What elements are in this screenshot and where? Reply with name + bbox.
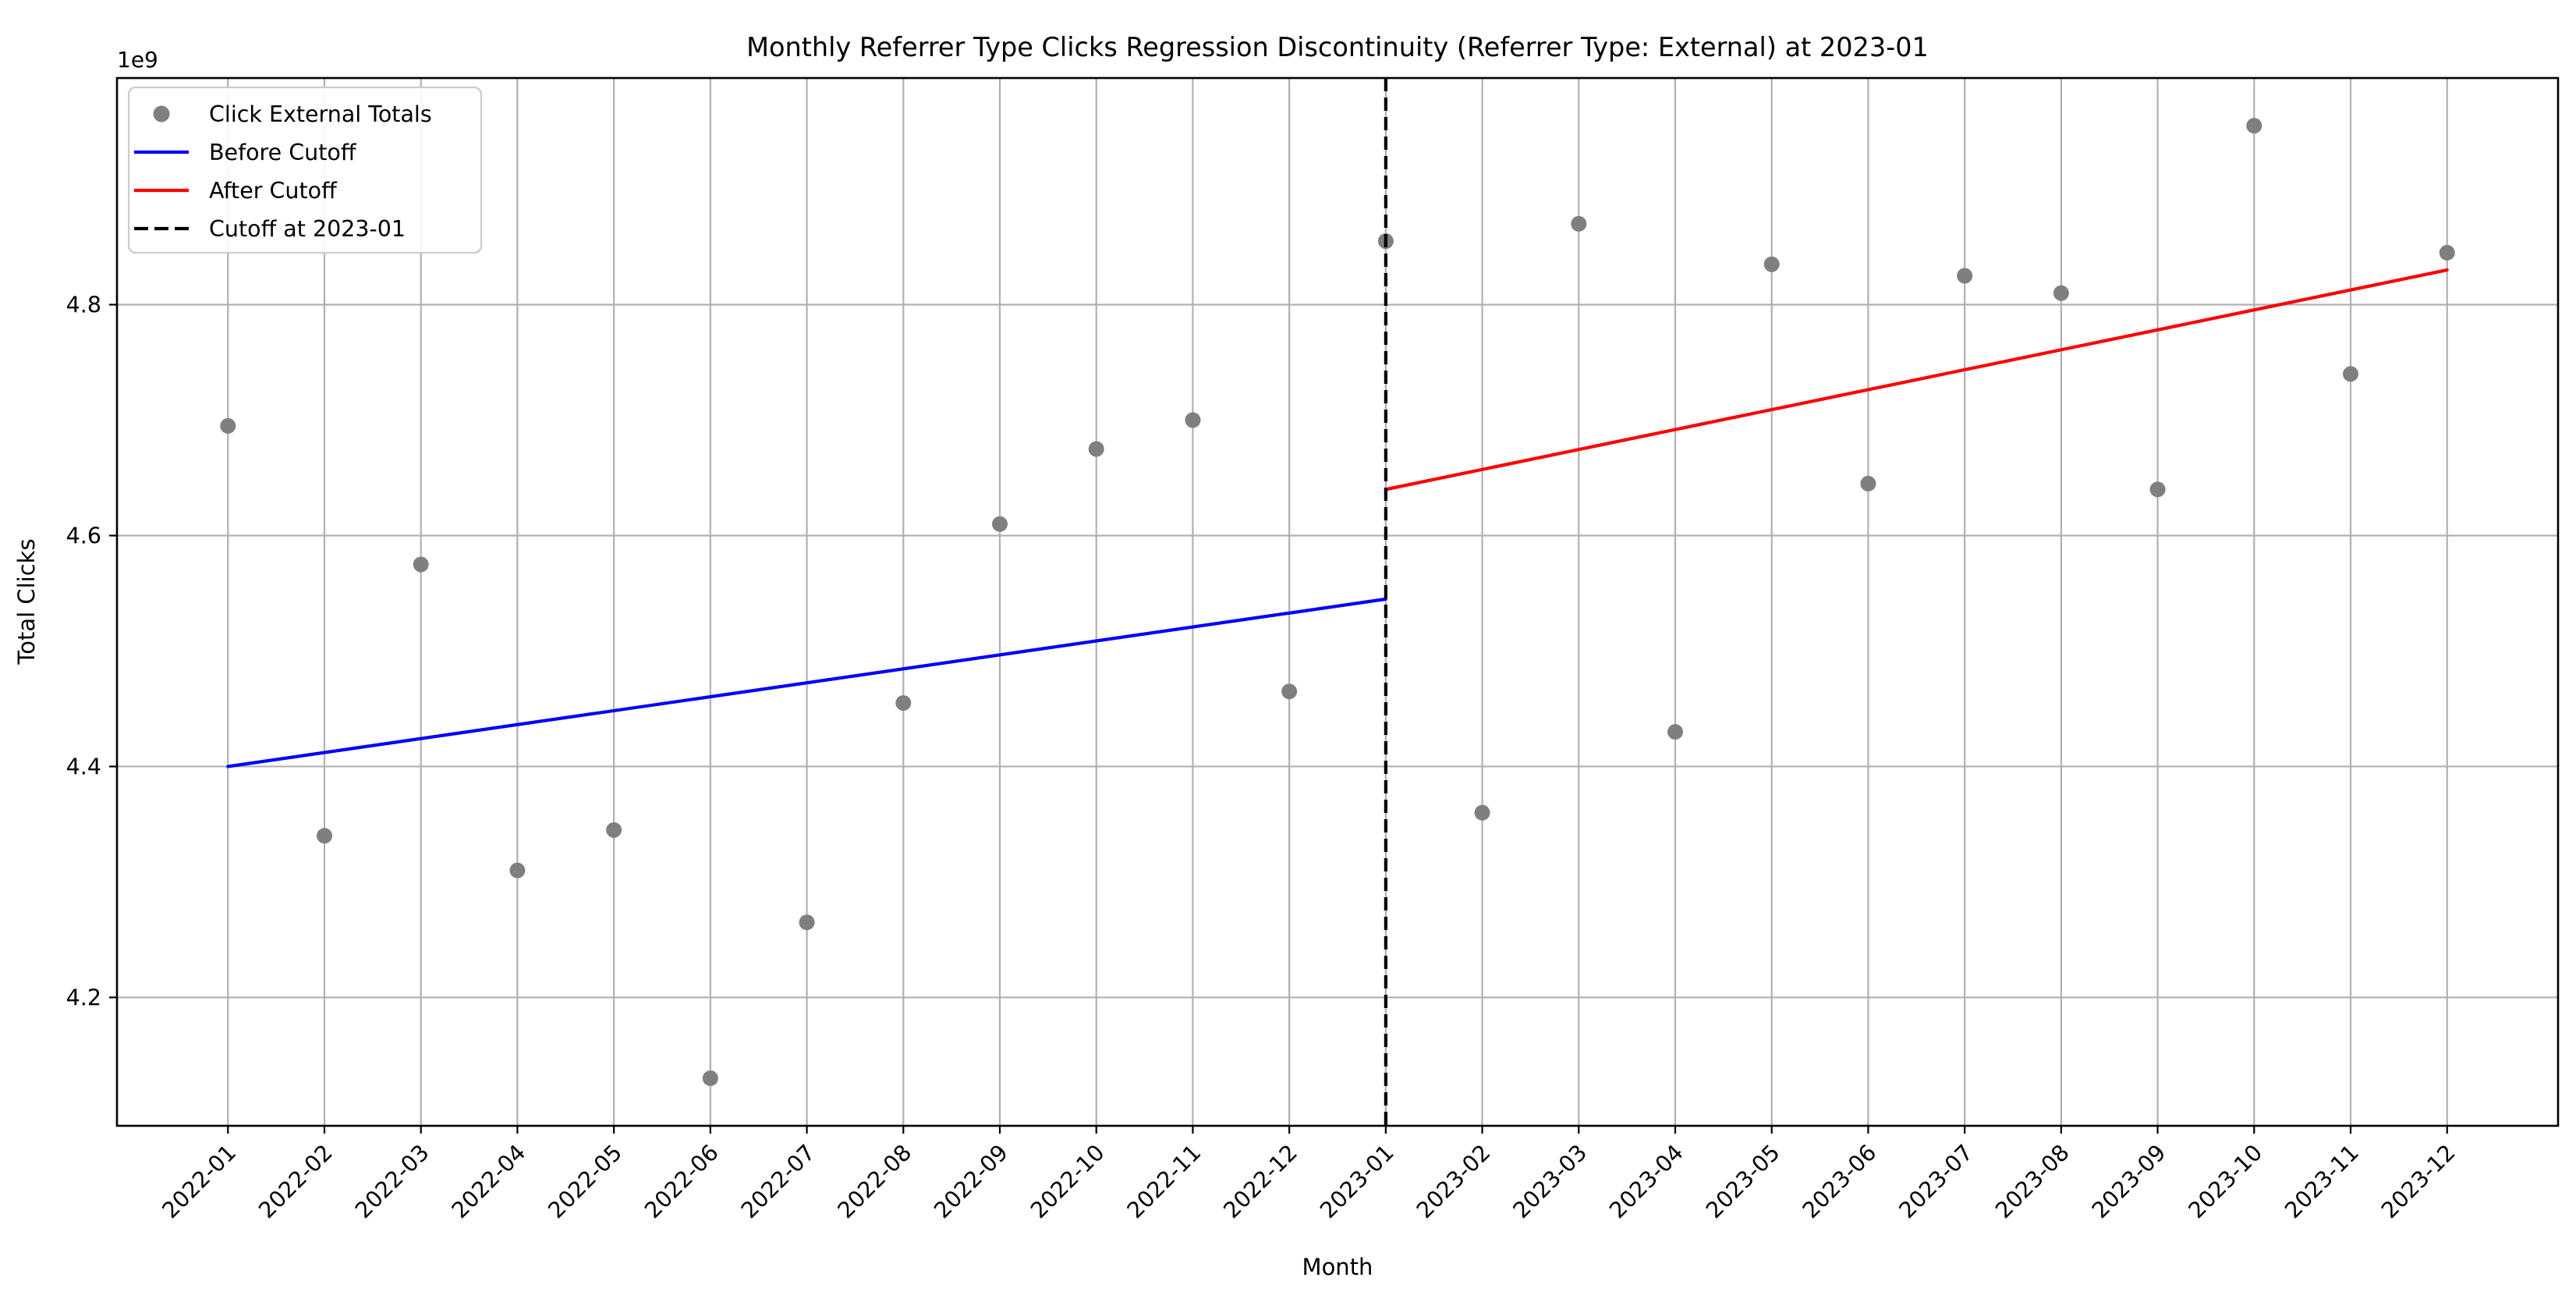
- x-tick-label: 2022-02: [253, 1140, 338, 1224]
- legend-label-cutoff: Cutoff at 2023-01: [209, 216, 406, 242]
- scatter-point: [1474, 804, 1490, 821]
- x-tick-label: 2022-03: [350, 1140, 434, 1224]
- x-tick-label: 2023-01: [1315, 1140, 1399, 1224]
- scatter-point: [991, 516, 1008, 532]
- scatter-point: [2343, 366, 2359, 382]
- x-tick-label: 2023-06: [1798, 1140, 1882, 1224]
- legend-swatch-click-external-totals: [153, 105, 170, 122]
- y-axis-label: Total Clicks: [13, 538, 40, 665]
- series-layer: [220, 78, 2455, 1126]
- x-tick-label: 2023-08: [1990, 1140, 2075, 1224]
- scatter-point: [895, 695, 912, 712]
- scatter-point: [1281, 683, 1298, 700]
- scatter-point: [2439, 244, 2455, 261]
- grid-layer: [117, 78, 2558, 1126]
- scatter-point: [413, 556, 429, 573]
- x-tick-label: 2022-09: [929, 1140, 1013, 1224]
- y-tick-label: 4.6: [66, 523, 101, 548]
- legend-label-before-cutoff: Before Cutoff: [209, 140, 357, 165]
- scatter-point: [2246, 118, 2262, 134]
- scatter-point: [1185, 412, 1201, 428]
- x-axis-label: Month: [1302, 1254, 1373, 1280]
- x-tick-label: 2022-08: [833, 1140, 917, 1224]
- x-tick-label: 2023-09: [2087, 1140, 2171, 1224]
- scatter-point: [316, 828, 332, 844]
- legend-label-click-external-totals: Click External Totals: [209, 101, 432, 127]
- axes-spine: [115, 76, 2560, 1127]
- x-tick-label: 2022-10: [1026, 1140, 1110, 1224]
- scatter-point: [509, 862, 526, 878]
- chart-title: Monthly Referrer Type Clicks Regression …: [746, 32, 1929, 62]
- scatter-point: [1571, 215, 1587, 232]
- y-tick-label: 4.8: [66, 293, 101, 318]
- scatter-point: [2053, 285, 2069, 301]
- x-tick-label: 2022-01: [158, 1140, 242, 1224]
- x-tick-label: 2022-04: [447, 1140, 531, 1224]
- scatter-point: [1088, 441, 1104, 457]
- x-tick-label: 2023-10: [2184, 1140, 2268, 1224]
- y-tick-label: 4.4: [66, 754, 101, 779]
- x-tick-label: 2023-02: [1412, 1140, 1496, 1224]
- y-tick-label: 4.2: [66, 985, 101, 1010]
- x-tick-label: 2022-06: [640, 1140, 724, 1224]
- scatter-point: [1667, 724, 1684, 740]
- x-tick-label: 2022-12: [1219, 1140, 1303, 1224]
- x-tick-label: 2023-04: [1604, 1140, 1688, 1224]
- before-cutoff-line: [226, 597, 1387, 768]
- after-cutoff-line: [1384, 268, 2449, 492]
- scatter-point: [2149, 481, 2166, 498]
- y-offset-label: 1e9: [117, 47, 158, 73]
- legend-box: [127, 86, 483, 254]
- x-tick-label: 2023-11: [2280, 1140, 2364, 1224]
- legend-label-after-cutoff: After Cutoff: [209, 178, 338, 204]
- scatter-point: [1763, 256, 1780, 272]
- scatter-point: [1957, 268, 1973, 284]
- scatter-point: [799, 914, 815, 931]
- scatter-point: [1860, 475, 1876, 492]
- x-tick-label: 2022-11: [1122, 1140, 1207, 1224]
- x-tick-label: 2023-12: [2376, 1140, 2461, 1224]
- x-tick-label: 2022-07: [736, 1140, 820, 1224]
- legend: Click External Totals Before Cutoff Afte…: [127, 86, 483, 254]
- x-tick-label: 2023-05: [1701, 1140, 1785, 1224]
- scatter-point: [606, 822, 622, 838]
- x-tick-label: 2023-03: [1508, 1140, 1593, 1224]
- scatter-point: [220, 417, 236, 434]
- x-tick-label: 2023-07: [1894, 1140, 1979, 1224]
- scatter-point: [702, 1070, 718, 1087]
- x-tick-label: 2022-05: [544, 1140, 628, 1224]
